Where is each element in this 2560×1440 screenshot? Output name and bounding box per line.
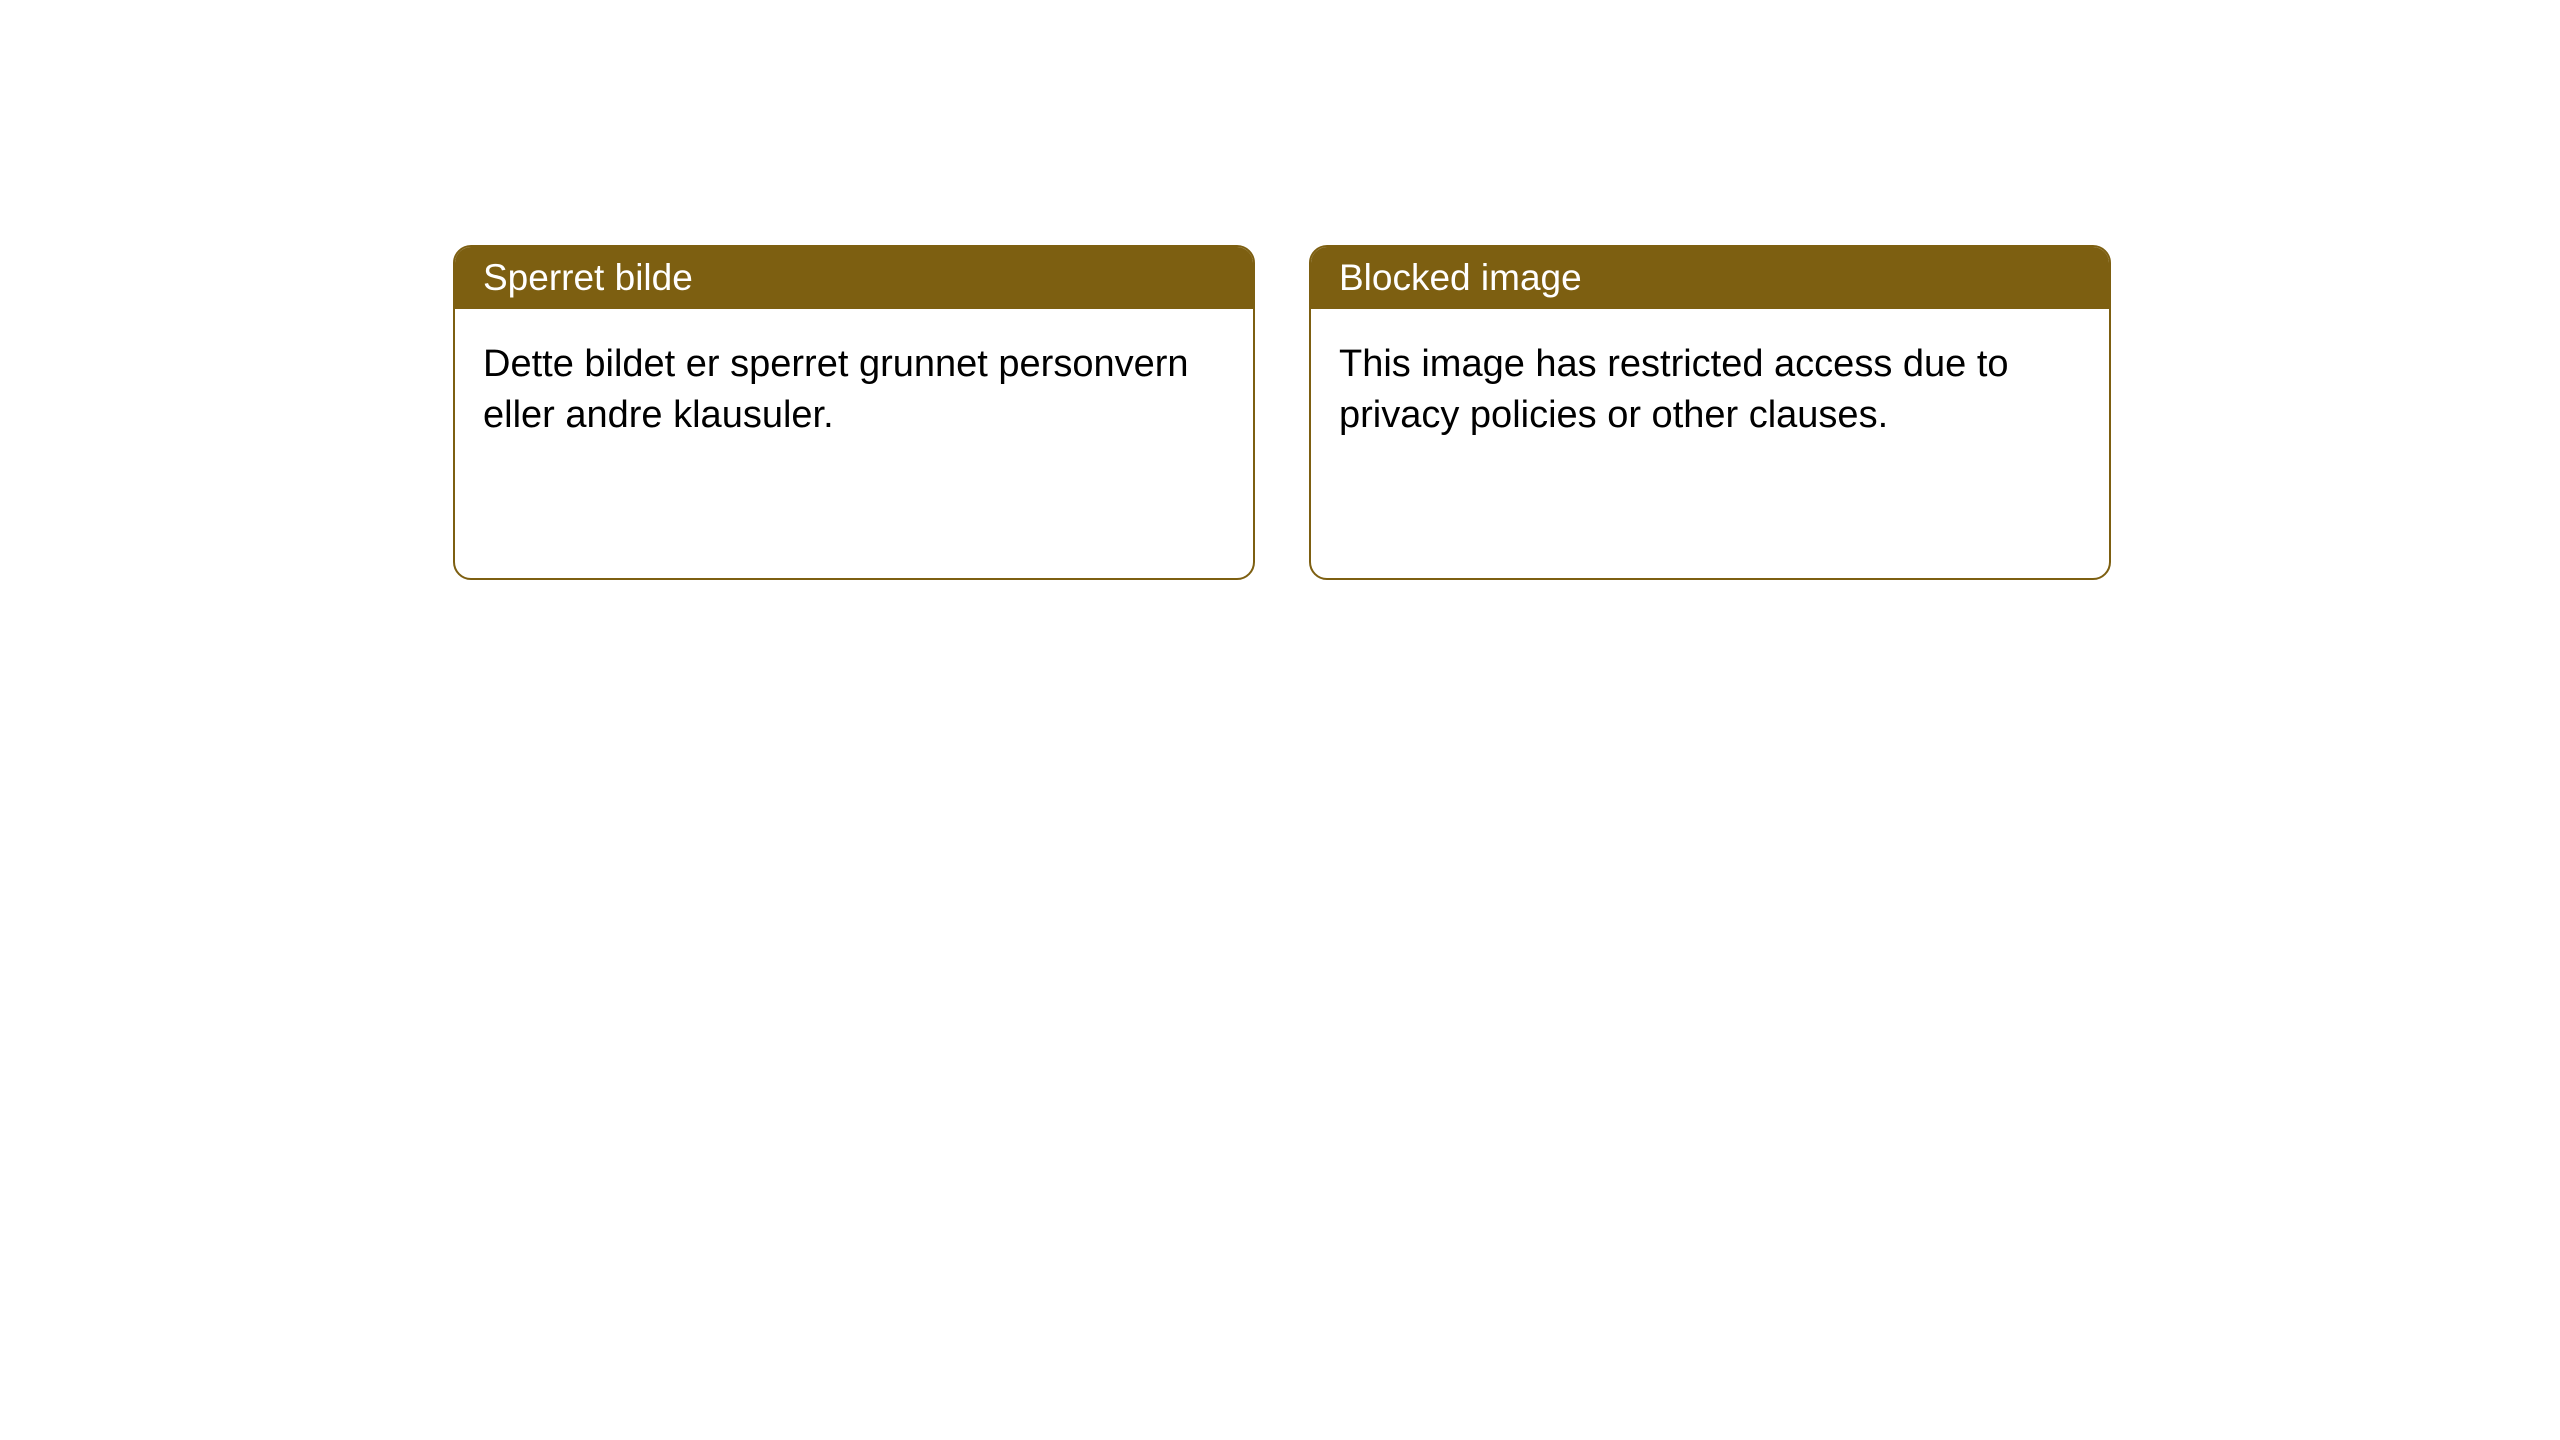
card-title: Sperret bilde (483, 257, 693, 298)
notice-container: Sperret bilde Dette bildet er sperret gr… (0, 0, 2560, 580)
card-body: This image has restricted access due to … (1311, 309, 2109, 472)
notice-card-norwegian: Sperret bilde Dette bildet er sperret gr… (453, 245, 1255, 580)
card-body-text: Dette bildet er sperret grunnet personve… (483, 343, 1189, 436)
card-body-text: This image has restricted access due to … (1339, 343, 2009, 436)
card-header: Sperret bilde (455, 247, 1253, 309)
notice-card-english: Blocked image This image has restricted … (1309, 245, 2111, 580)
card-title: Blocked image (1339, 257, 1582, 298)
card-body: Dette bildet er sperret grunnet personve… (455, 309, 1253, 472)
card-header: Blocked image (1311, 247, 2109, 309)
